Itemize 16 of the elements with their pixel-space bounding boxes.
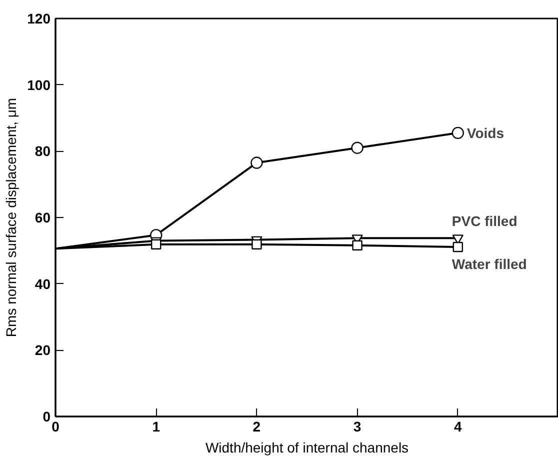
y-tick-label: 60 xyxy=(34,210,51,226)
series-label: Water filled xyxy=(452,256,527,272)
y-tick-label: 0 xyxy=(42,408,51,424)
y-tick-label: 100 xyxy=(27,76,51,93)
x-axis-title: Width/height of internal channels xyxy=(205,440,409,456)
y-tick-label: 80 xyxy=(34,143,51,160)
x-tick-label: 1 xyxy=(152,418,160,434)
x-tick-label: 3 xyxy=(353,418,362,434)
series-label: PVC filled xyxy=(452,213,518,230)
x-tick-label: 2 xyxy=(252,418,261,434)
y-tick-label: 20 xyxy=(34,342,51,358)
series-label: Voids xyxy=(466,124,504,141)
x-tick-label: 4 xyxy=(454,418,462,434)
y-axis-title: Rms normal surface displacement, μm xyxy=(3,98,20,338)
y-tick-label: 40 xyxy=(34,276,51,292)
y-tick-label: 120 xyxy=(27,10,51,26)
